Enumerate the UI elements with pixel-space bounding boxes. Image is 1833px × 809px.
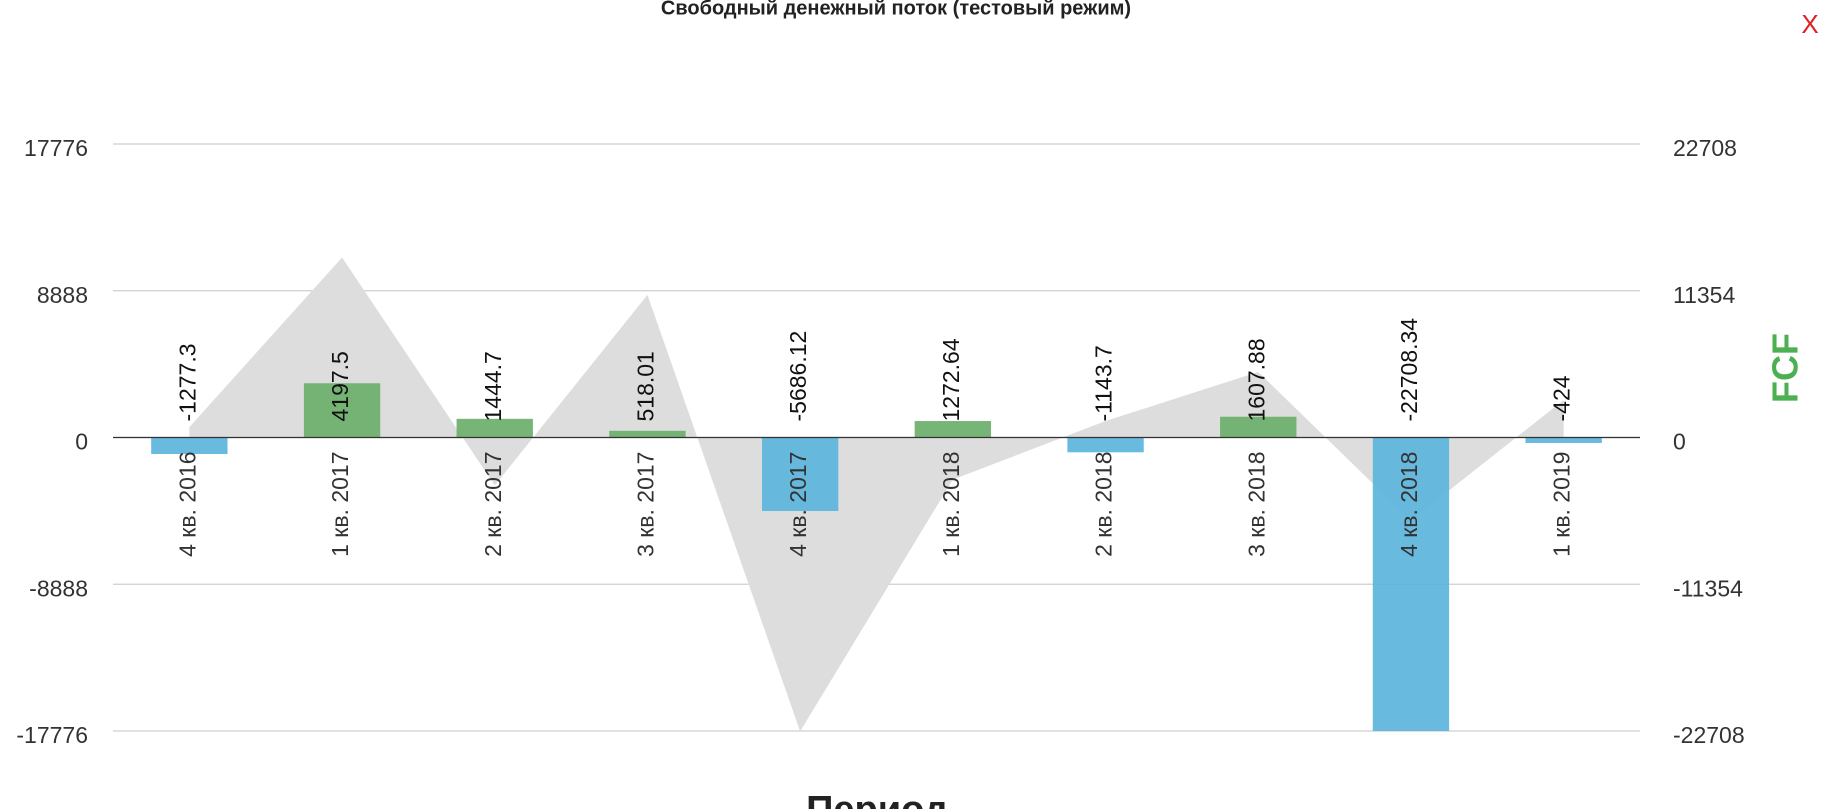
x-tick-label: 2 кв. 2018 bbox=[1091, 452, 1117, 557]
value-label: 518.01 bbox=[633, 351, 659, 421]
x-tick-label: 4 кв. 2017 bbox=[785, 452, 811, 557]
y-tick-label: -17776 bbox=[16, 722, 88, 748]
bar bbox=[151, 437, 228, 455]
bar bbox=[1220, 416, 1297, 438]
y-tick-label: -8888 bbox=[29, 575, 88, 601]
bar bbox=[1067, 437, 1144, 453]
y2-tick-label: -11354 bbox=[1673, 575, 1743, 601]
chart-title: Свободный денежный поток (тестовый режим… bbox=[661, 0, 1131, 19]
y2-axis-title: FCF bbox=[1765, 333, 1806, 403]
y2-tick-label: -22708 bbox=[1673, 722, 1745, 748]
x-tick-label: 3 кв. 2018 bbox=[1243, 452, 1269, 557]
bar bbox=[303, 383, 381, 438]
x-tick-label: 4 кв. 2018 bbox=[1396, 452, 1422, 557]
bar bbox=[456, 418, 533, 438]
area bbox=[189, 257, 1564, 732]
x-tick-label: 1 кв. 2018 bbox=[938, 452, 964, 557]
y2-tick-label: 0 bbox=[1673, 429, 1686, 455]
x-axis-title: Период bbox=[806, 789, 948, 809]
y2-tick-label: 11354 bbox=[1673, 282, 1735, 308]
x-tick-label: 4 кв. 2016 bbox=[174, 452, 200, 557]
value-label: -5686.12 bbox=[785, 331, 811, 422]
y2-tick-label: 22708 bbox=[1673, 135, 1737, 161]
bar bbox=[1525, 437, 1602, 443]
value-label: -22708.34 bbox=[1396, 318, 1422, 422]
value-label: -424 bbox=[1549, 375, 1575, 421]
value-label: -1277.3 bbox=[174, 343, 200, 421]
value-label: 1607.88 bbox=[1243, 338, 1269, 421]
value-label: 4197.5 bbox=[327, 351, 353, 421]
x-tick-label: 1 кв. 2019 bbox=[1549, 452, 1575, 557]
value-label: 1444.7 bbox=[480, 351, 506, 421]
close-button[interactable]: X bbox=[1801, 9, 1818, 39]
value-label: 1272.64 bbox=[938, 338, 964, 421]
y-tick-label: 8888 bbox=[37, 282, 88, 308]
x-tick-label: 2 кв. 2017 bbox=[480, 452, 506, 557]
bar bbox=[914, 421, 992, 438]
value-label: -1143.7 bbox=[1091, 345, 1117, 421]
bar bbox=[1372, 437, 1450, 732]
x-tick-label: 1 кв. 2017 bbox=[327, 452, 353, 557]
y-tick-label: 0 bbox=[75, 429, 88, 455]
bar bbox=[609, 430, 686, 438]
x-tick-label: 3 кв. 2017 bbox=[633, 452, 659, 557]
bar bbox=[761, 437, 839, 511]
y-tick-label: 17776 bbox=[24, 135, 88, 161]
